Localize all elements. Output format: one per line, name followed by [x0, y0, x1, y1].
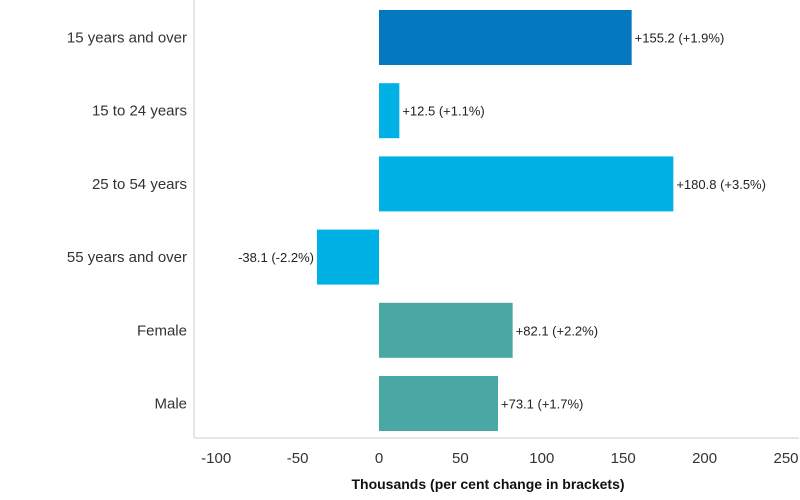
axes: [193, 0, 799, 439]
bar: [316, 229, 379, 285]
value-labels: +155.2 (+1.9%) +12.5 (+1.1%) +180.8 (+3.5%…: [238, 31, 766, 412]
bar: [379, 376, 499, 431]
bars: [316, 10, 674, 431]
x-tick-label: 50: [452, 450, 469, 467]
bar: [379, 83, 400, 139]
x-tick-label: -50: [287, 450, 309, 467]
category-label: Male: [154, 396, 187, 413]
x-tick-label: 0: [375, 450, 383, 467]
value-label: +12.5 (+1.1%): [402, 104, 484, 119]
bar: [379, 156, 674, 212]
value-label: +73.1 (+1.7%): [501, 397, 583, 412]
bar: [379, 10, 632, 65]
value-label: +155.2 (+1.9%): [635, 31, 725, 46]
category-label: 25 to 54 years: [92, 176, 187, 193]
value-label: +180.8 (+3.5%): [676, 177, 766, 192]
category-label: 55 years and over: [67, 249, 187, 266]
category-label: Female: [137, 322, 187, 339]
category-label: 15 years and over: [67, 30, 187, 47]
value-label: +82.1 (+2.2%): [516, 323, 598, 338]
x-tick-label: -100: [201, 450, 231, 467]
x-tick-label: 200: [692, 450, 717, 467]
x-tick-labels: -100 -50 0 50 100 150 200 250: [201, 450, 798, 467]
category-label: 15 to 24 years: [92, 103, 187, 120]
category-labels: 15 years and over 15 to 24 years 25 to 54 …: [67, 30, 187, 413]
bar: [379, 302, 513, 358]
x-tick-label: 250: [773, 450, 798, 467]
x-tick-label: 100: [529, 450, 554, 467]
x-tick-label: 150: [611, 450, 636, 467]
value-label: -38.1 (-2.2%): [238, 250, 314, 265]
x-axis-title: Thousands (per cent change in brackets): [351, 476, 624, 492]
